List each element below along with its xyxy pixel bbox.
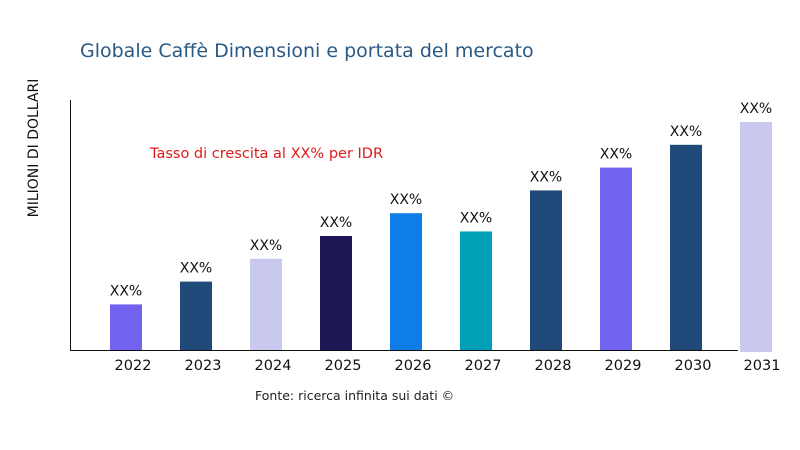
data-label-2023: XX% — [180, 261, 212, 277]
x-tick-label-2022: 2022 — [115, 358, 152, 374]
x-tick-label-2027: 2027 — [465, 358, 502, 374]
source-note: Fonte: ricerca infinita sui dati © — [255, 388, 455, 403]
data-label-2026: XX% — [390, 192, 422, 208]
x-tick-label-2024: 2024 — [255, 358, 292, 374]
data-label-2024: XX% — [250, 238, 282, 254]
x-tick-label-2028: 2028 — [535, 358, 572, 374]
bar-2023 — [180, 281, 212, 350]
data-label-2031: XX% — [740, 101, 772, 117]
bar-2027 — [460, 231, 492, 350]
bar-2025 — [320, 236, 352, 350]
x-tick-label-2023: 2023 — [185, 358, 222, 374]
data-label-2030: XX% — [670, 124, 702, 140]
chart-title: Globale Caffè Dimensioni e portata del m… — [80, 40, 534, 62]
bar-2028 — [530, 190, 562, 350]
data-label-2029: XX% — [600, 147, 632, 163]
x-tick-label-2025: 2025 — [325, 358, 362, 374]
bar-2031 — [740, 122, 772, 352]
growth-rate-annotation: Tasso di crescita al XX% per IDR — [150, 146, 384, 162]
bar-2030 — [670, 144, 702, 350]
x-tick-label-2029: 2029 — [605, 358, 642, 374]
x-tick-label-2026: 2026 — [395, 358, 432, 374]
x-tick-label-2031: 2031 — [744, 358, 781, 374]
data-label-2022: XX% — [110, 283, 142, 299]
bar-2026 — [390, 213, 422, 350]
data-label-2027: XX% — [460, 210, 492, 226]
data-label-2028: XX% — [530, 169, 562, 185]
bar-2024 — [250, 258, 282, 350]
bar-2029 — [600, 167, 632, 350]
bar-2022 — [110, 304, 142, 350]
x-tick-label-2030: 2030 — [675, 358, 712, 374]
data-label-2025: XX% — [320, 215, 352, 231]
